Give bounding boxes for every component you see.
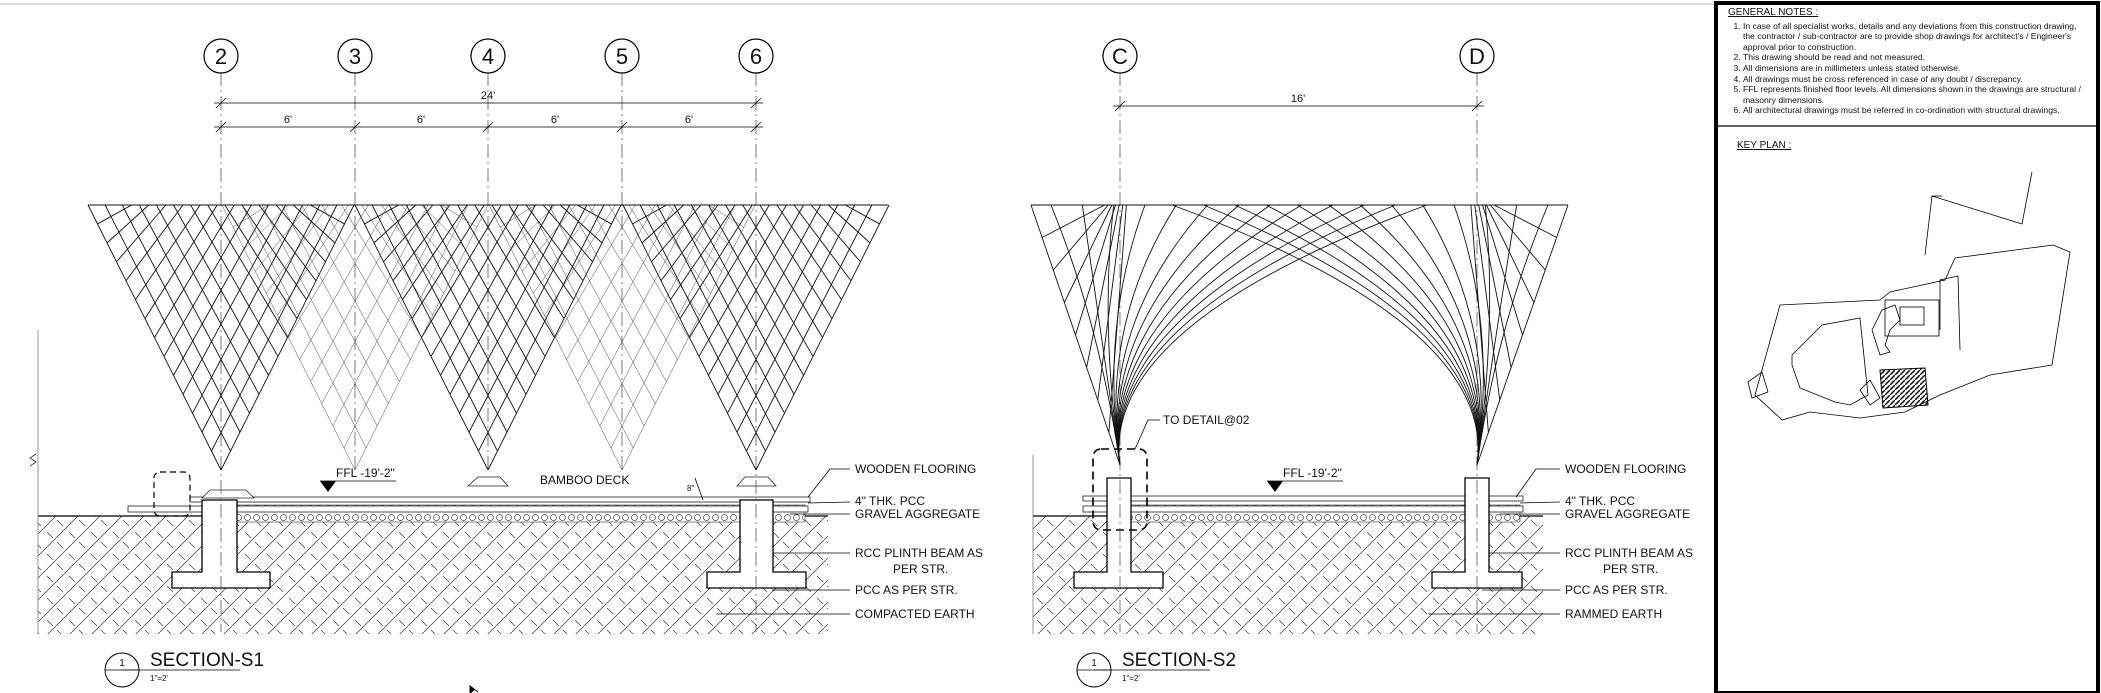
ground-hatch-s1 bbox=[38, 516, 828, 634]
grid-bubble bbox=[203, 38, 239, 74]
overall-dimension: 16' bbox=[1291, 93, 1305, 105]
grid-label: 3 bbox=[349, 44, 361, 69]
callout-label: RAMMED EARTH bbox=[1565, 607, 1662, 621]
footing-left-s2 bbox=[1073, 477, 1164, 589]
callout-label: PER STR. bbox=[1603, 562, 1658, 576]
callout-label: PCC AS PER STR. bbox=[1565, 583, 1668, 597]
grid-label: C bbox=[1112, 44, 1128, 69]
general-notes-heading: GENERAL NOTES : bbox=[1728, 7, 1819, 18]
callout-label: PER STR. bbox=[893, 562, 948, 576]
pedestals-s1 bbox=[201, 476, 777, 499]
title-block bbox=[1714, 1, 2100, 693]
callout-label: 4" THK. PCC bbox=[855, 494, 925, 508]
general-notes: GENERAL NOTES : In case of all specialis… bbox=[1719, 7, 2089, 126]
grid-lines-s2 bbox=[1119, 72, 1478, 632]
grid-bubble bbox=[604, 38, 640, 74]
pcc-layer-s1 bbox=[127, 505, 809, 513]
scale-label: 1"=2' bbox=[150, 674, 168, 683]
note-item: This drawing should be read and not meas… bbox=[1743, 52, 2089, 63]
bay-dimension: 6' bbox=[417, 114, 425, 126]
thickness-mark: 8" bbox=[687, 484, 694, 493]
level-marker-icon bbox=[1267, 481, 1283, 492]
grid-bubble bbox=[1459, 38, 1495, 74]
level-label: FFL -19'-2" bbox=[1283, 466, 1342, 480]
break-symbol bbox=[29, 453, 37, 467]
callout-label: GRAVEL AGGREGATE bbox=[855, 507, 980, 521]
grid-lines-s1 bbox=[220, 72, 757, 632]
section-title: SECTION-S1 bbox=[150, 650, 264, 671]
footing-left-s1 bbox=[171, 499, 271, 589]
overall-dimension: 24' bbox=[481, 90, 495, 102]
callout-label: 4" THK. PCC bbox=[1565, 494, 1635, 508]
callout-label: RCC PLINTH BEAM AS bbox=[855, 546, 983, 560]
callout-label: RCC PLINTH BEAM AS bbox=[1565, 546, 1693, 560]
dimensions-s1 bbox=[214, 97, 763, 133]
deck-s1 bbox=[189, 496, 811, 503]
bay-dimension: 6' bbox=[284, 114, 292, 126]
section-title: SECTION-S2 bbox=[1122, 650, 1236, 671]
note-item: All architectural drawings must be refer… bbox=[1743, 105, 2089, 116]
grid-bubbles-s1: 2 3 4 5 6 bbox=[203, 38, 774, 74]
grid-label: 4 bbox=[482, 44, 494, 69]
callout-leaders-s2 bbox=[1428, 468, 1561, 615]
level-label: FFL -19'-2" bbox=[336, 466, 395, 480]
note-item: All dimensions are in millimeters unless… bbox=[1743, 63, 2089, 74]
key-plan-label: KEY PLAN : bbox=[1737, 140, 1792, 151]
grid-bubble bbox=[1102, 38, 1138, 74]
lattice-canopy-s2 bbox=[1030, 204, 1569, 466]
dimensions-s2 bbox=[1113, 100, 1484, 112]
section-s2: TO DETAIL@02 C D 16' FFL -19'-2" WOODE bbox=[1030, 38, 1693, 688]
lattice-canopy-rear-s1 bbox=[221, 204, 756, 471]
grid-label: D bbox=[1469, 44, 1485, 69]
key-plan-highlight bbox=[1879, 367, 1929, 409]
grid-bubble bbox=[738, 38, 774, 74]
grid-bubble bbox=[337, 38, 373, 74]
key-plan-sketch bbox=[1747, 171, 2071, 421]
callout-label: GRAVEL AGGREGATE bbox=[1565, 507, 1690, 521]
pcc-layer-s2 bbox=[1082, 505, 1524, 513]
title-number: 1 bbox=[1091, 658, 1097, 669]
arrow-cursor-icon bbox=[469, 684, 479, 693]
callout-leaders-s1 bbox=[716, 468, 851, 615]
callout-label: PCC AS PER STR. bbox=[855, 583, 958, 597]
deck-label: BAMBOO DECK bbox=[540, 473, 629, 487]
section-s1: 2 3 4 5 6 24' 6' 6' 6' 6' FFL -19'-2" BA… bbox=[29, 38, 983, 688]
detail-reference: TO DETAIL@02 bbox=[1163, 413, 1250, 427]
title-number: 1 bbox=[119, 658, 125, 669]
detail-box-s1 bbox=[153, 471, 191, 517]
callout-label: COMPACTED EARTH bbox=[855, 607, 975, 621]
bay-dimension: 6' bbox=[551, 114, 559, 126]
footing-right-s1 bbox=[706, 499, 807, 589]
note-item: In case of all specialist works, details… bbox=[1743, 21, 2089, 53]
general-notes-list: In case of all specialist works, details… bbox=[1719, 21, 2089, 116]
callout-label: WOODEN FLOORING bbox=[855, 462, 976, 476]
level-marker-icon bbox=[320, 481, 336, 492]
bay-dimension: 6' bbox=[685, 114, 693, 126]
lattice-canopy-s1 bbox=[87, 204, 890, 471]
callout-label: WOODEN FLOORING bbox=[1565, 462, 1686, 476]
scale-label: 1"=2' bbox=[1122, 674, 1140, 683]
grid-label: 5 bbox=[616, 44, 628, 69]
title-block-frame bbox=[1714, 1, 2100, 693]
grid-bubble bbox=[470, 38, 506, 74]
note-item: FFL represents finished floor levels. Al… bbox=[1743, 84, 2089, 105]
deck-s2 bbox=[1082, 495, 1524, 502]
grid-label: 2 bbox=[215, 44, 227, 69]
note-item: All drawings must be cross referenced in… bbox=[1743, 74, 2089, 85]
grid-label: 6 bbox=[750, 44, 762, 69]
